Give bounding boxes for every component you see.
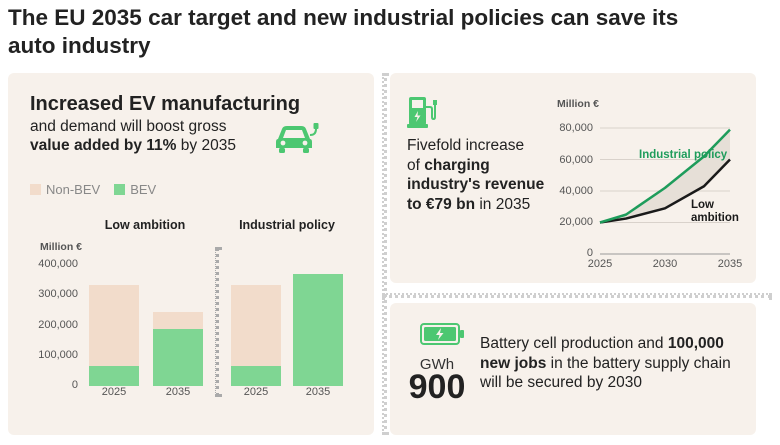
chart-legend: Non-BEV BEV: [30, 182, 170, 197]
series-label-industrial-policy: Industrial policy: [639, 149, 728, 161]
bar-non-bev-industrial-policy-2025: [231, 285, 281, 367]
charging-station-icon: [407, 97, 437, 128]
gva-subtext-line-2: value added by 11% by 2035: [30, 137, 236, 155]
legend-label-non-bev: Non-BEV: [46, 182, 101, 197]
battery-value: 900: [408, 368, 466, 406]
charging-text-line-1: Fivefold increase: [407, 137, 525, 154]
gva-subtext-tail: by 2035: [176, 137, 236, 154]
line-ytick: 20,000: [559, 216, 593, 228]
line-ytick: 0: [586, 247, 593, 259]
bar-bev-low-ambition-2025: [89, 366, 139, 386]
series-line-industrial-policy: [599, 128, 731, 224]
line-ytick: 60,000: [559, 154, 593, 166]
legend-label-bev: BEV: [130, 182, 157, 197]
horizontal-divider: [382, 293, 772, 298]
charging-text-line-2: of charging: [407, 156, 490, 174]
bar-ytick: 0: [71, 379, 78, 391]
title-line-2: auto industry: [8, 33, 151, 58]
bar-non-bev-low-ambition-2025: [89, 285, 139, 367]
charging-text-line-3: industry's revenue: [407, 176, 545, 193]
bar-bev-industrial-policy-2035: [293, 274, 343, 386]
bar-xtick: 2025: [101, 386, 127, 398]
legend-item-bev: BEV: [114, 182, 156, 197]
legend-item-non-bev: Non-BEV: [30, 182, 100, 197]
group-title-low-ambition: Low ambition: [104, 218, 186, 232]
gva-highlight: value added by 11%: [30, 137, 177, 154]
page-title: The EU 2035 car target and new industria…: [8, 4, 768, 60]
gap-area: [600, 129, 730, 223]
bar-xtick: 2035: [305, 386, 331, 398]
battery-text-line-3: will be secured by 2030: [480, 374, 642, 391]
bar-ytick: 400,000: [38, 258, 78, 270]
gva-headline: Increased EV manufacturing: [30, 93, 301, 115]
line-ytick: 80,000: [559, 122, 593, 134]
legend-swatch-non-bev: [30, 184, 41, 195]
bar-xtick: 2035: [165, 386, 191, 398]
line-xtick: 2025: [587, 258, 613, 270]
group-title-industrial-policy: Industrial policy: [239, 218, 335, 232]
battery-text-line-1: Battery cell production and 100,000: [480, 335, 724, 352]
gva-subtext-line-1: and demand will boost gross: [30, 118, 227, 135]
battery-unit: GWh: [419, 356, 455, 373]
vertical-divider: [382, 73, 387, 435]
line-xtick: 2030: [652, 258, 678, 270]
electric-car-icon: [276, 123, 319, 153]
charging-text-line-4: to €79 bn in 2035: [407, 195, 531, 213]
series-line-low-ambition: [599, 158, 731, 224]
legend-swatch-bev: [114, 184, 126, 195]
bar-bev-industrial-policy-2025: [231, 366, 281, 386]
bar-chart-unit: Million €: [40, 241, 82, 253]
series-label-low-ambition: Low ambition: [691, 199, 739, 224]
bar-bev-low-ambition-2035: [153, 328, 203, 386]
bar-ytick: 100,000: [38, 349, 78, 361]
battery-charging-icon: [420, 323, 464, 345]
title-line-1: The EU 2035 car target and new industria…: [8, 5, 679, 30]
battery-text-line-2: new jobs in the battery supply chain: [480, 354, 731, 372]
bar-non-bev-low-ambition-2035: [153, 312, 203, 329]
line-xtick: 2035: [717, 258, 743, 270]
line-chart-unit: Million €: [557, 98, 599, 110]
bar-ytick: 200,000: [38, 319, 78, 331]
line-ytick: 40,000: [559, 185, 593, 197]
bar-group-divider: [215, 247, 219, 397]
charging-text: Fivefold increase of charging industry's…: [407, 136, 544, 214]
battery-text: Battery cell production and 100,000 new …: [480, 334, 750, 393]
bar-xtick: 2025: [243, 386, 269, 398]
bar-ytick: 300,000: [38, 288, 78, 300]
